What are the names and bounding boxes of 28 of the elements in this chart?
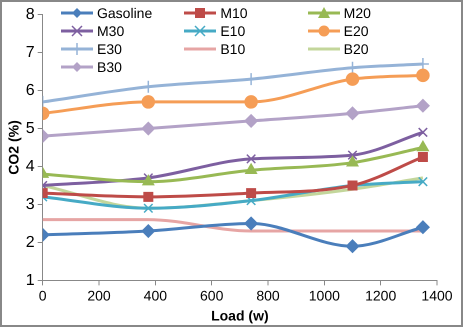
legend-label: M10 [220, 4, 248, 22]
x-tick-label: 600 [200, 288, 224, 304]
y-tick-label: 5 [26, 120, 35, 137]
y-tick-label: 7 [26, 44, 35, 61]
y-tick-label: 3 [26, 196, 35, 213]
legend-label: B20 [344, 40, 369, 58]
x-tick-label: 400 [144, 288, 168, 304]
x-axis-title: Load (w) [211, 307, 269, 324]
legend-label: B30 [97, 58, 122, 76]
y-tick-label: 6 [26, 82, 35, 99]
legend-label: E30 [97, 40, 122, 58]
legend-label: B10 [220, 40, 246, 58]
y-axis-title: CO2 (%) [5, 120, 22, 175]
legend-label: M30 [97, 22, 124, 40]
x-tick-label: 1200 [365, 288, 396, 304]
x-tick-label: 0 [38, 288, 47, 304]
y-tick-label: 4 [26, 158, 35, 175]
legend-label: E10 [220, 22, 246, 40]
y-tick-label: 2 [26, 234, 35, 251]
legend-label: E20 [344, 22, 369, 40]
x-tick-label: 1400 [421, 288, 453, 304]
x-tick-label: 200 [87, 288, 111, 304]
legend-label: M20 [344, 4, 371, 22]
y-tick-label: 1 [26, 272, 35, 289]
y-tick-label: 8 [26, 6, 35, 24]
x-tick-label: 1000 [308, 288, 340, 304]
legend-label: Gasoline [97, 4, 152, 22]
x-tick-label: 800 [256, 288, 280, 304]
